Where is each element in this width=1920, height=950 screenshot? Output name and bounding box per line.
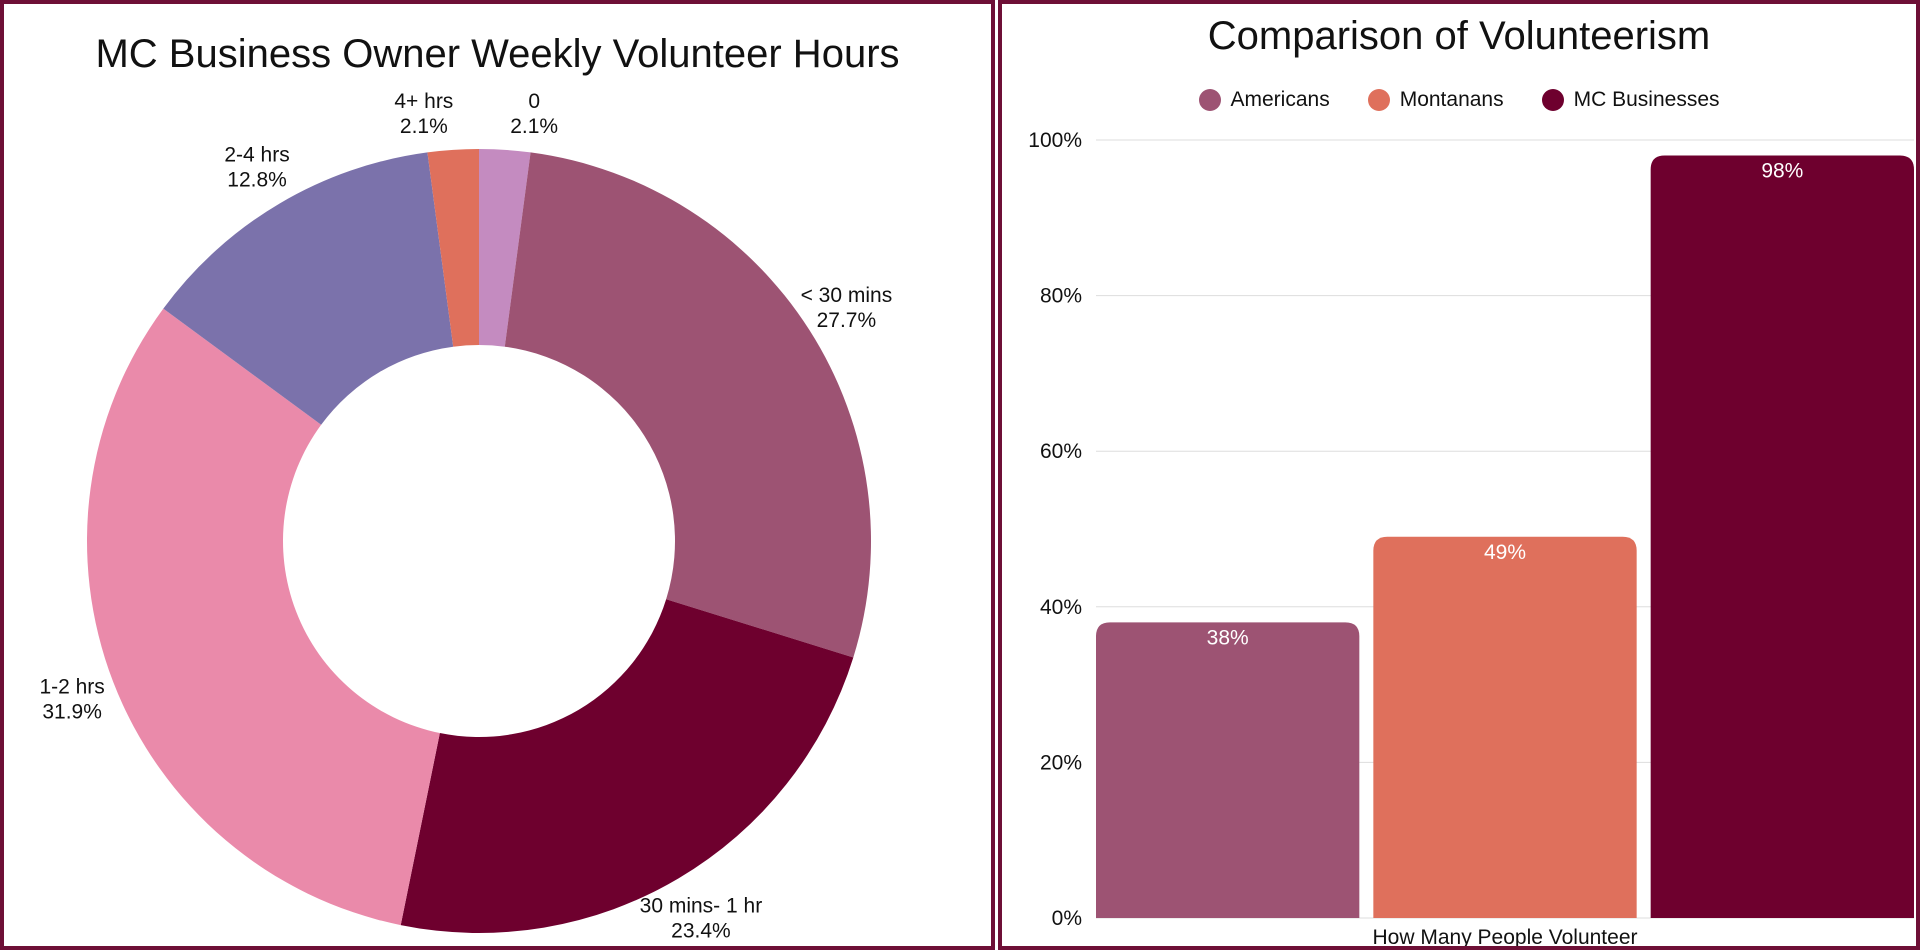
- donut-chart-panel: MC Business Owner Weekly Volunteer Hours…: [0, 0, 995, 950]
- legend-swatch: [1198, 89, 1221, 111]
- donut-slice-label: < 30 mins 27.7%: [801, 284, 893, 332]
- donut-slice: [479, 149, 531, 347]
- bar-value-label: 49%: [1484, 541, 1526, 564]
- legend-swatch: [1541, 89, 1564, 111]
- legend-swatch: [1367, 89, 1390, 111]
- donut-chart-title: MC Business Owner Weekly Volunteer Hours: [95, 32, 900, 76]
- donut-chart: 0 2.1% < 30 mins 27.7% 30 mins- 1 hr 23.4% 1-2…: [39, 90, 893, 942]
- bar: [1373, 536, 1637, 918]
- bar-chart-panel: Comparison of Volunteerism Americans Mont…: [998, 0, 1920, 950]
- bar: [1096, 622, 1360, 918]
- y-tick-label: 60%: [1040, 440, 1082, 463]
- bar-value-label: 38%: [1207, 626, 1249, 649]
- donut-slice-label: 1-2 hrs 31.9%: [39, 676, 104, 724]
- legend-label: Americans: [1230, 88, 1330, 111]
- y-tick-label: 100%: [1028, 129, 1082, 152]
- donut-slice: [400, 599, 854, 933]
- legend-label: MC Businesses: [1573, 88, 1720, 111]
- legend-item: MC Businesses: [1541, 88, 1720, 112]
- y-tick-label: 20%: [1040, 751, 1082, 774]
- y-tick-label: 80%: [1040, 285, 1082, 308]
- legend-item: Montanans: [1367, 88, 1504, 112]
- donut-slice: [427, 149, 479, 347]
- donut-slice: [86, 308, 440, 926]
- x-axis-label: How Many People Volunteer: [1373, 926, 1638, 949]
- bar-chart: 0% 20% 40% 60% 80% 100% 38% 49% 98% How Many Peop…: [1028, 129, 1914, 949]
- bar-chart-legend: Americans Montanans MC Businesses: [1002, 88, 1916, 112]
- bar: [1650, 155, 1914, 918]
- bar-value-label: 98%: [1761, 160, 1803, 183]
- donut-slice-label: 30 mins- 1 hr 23.4%: [640, 894, 763, 942]
- y-tick-label: 0%: [1052, 907, 1082, 930]
- bar-chart-title: Comparison of Volunteerism: [1207, 14, 1711, 58]
- donut-slice: [163, 152, 454, 425]
- donut-slice-label: 2-4 hrs 12.8%: [224, 144, 289, 192]
- legend-label: Montanans: [1399, 88, 1504, 111]
- y-tick-label: 40%: [1040, 596, 1082, 619]
- donut-slice-label: 0 2.1%: [510, 90, 558, 138]
- donut-slice-label: 4+ hrs 2.1%: [394, 90, 453, 138]
- donut-slice: [504, 152, 871, 658]
- legend-item: Americans: [1198, 88, 1330, 112]
